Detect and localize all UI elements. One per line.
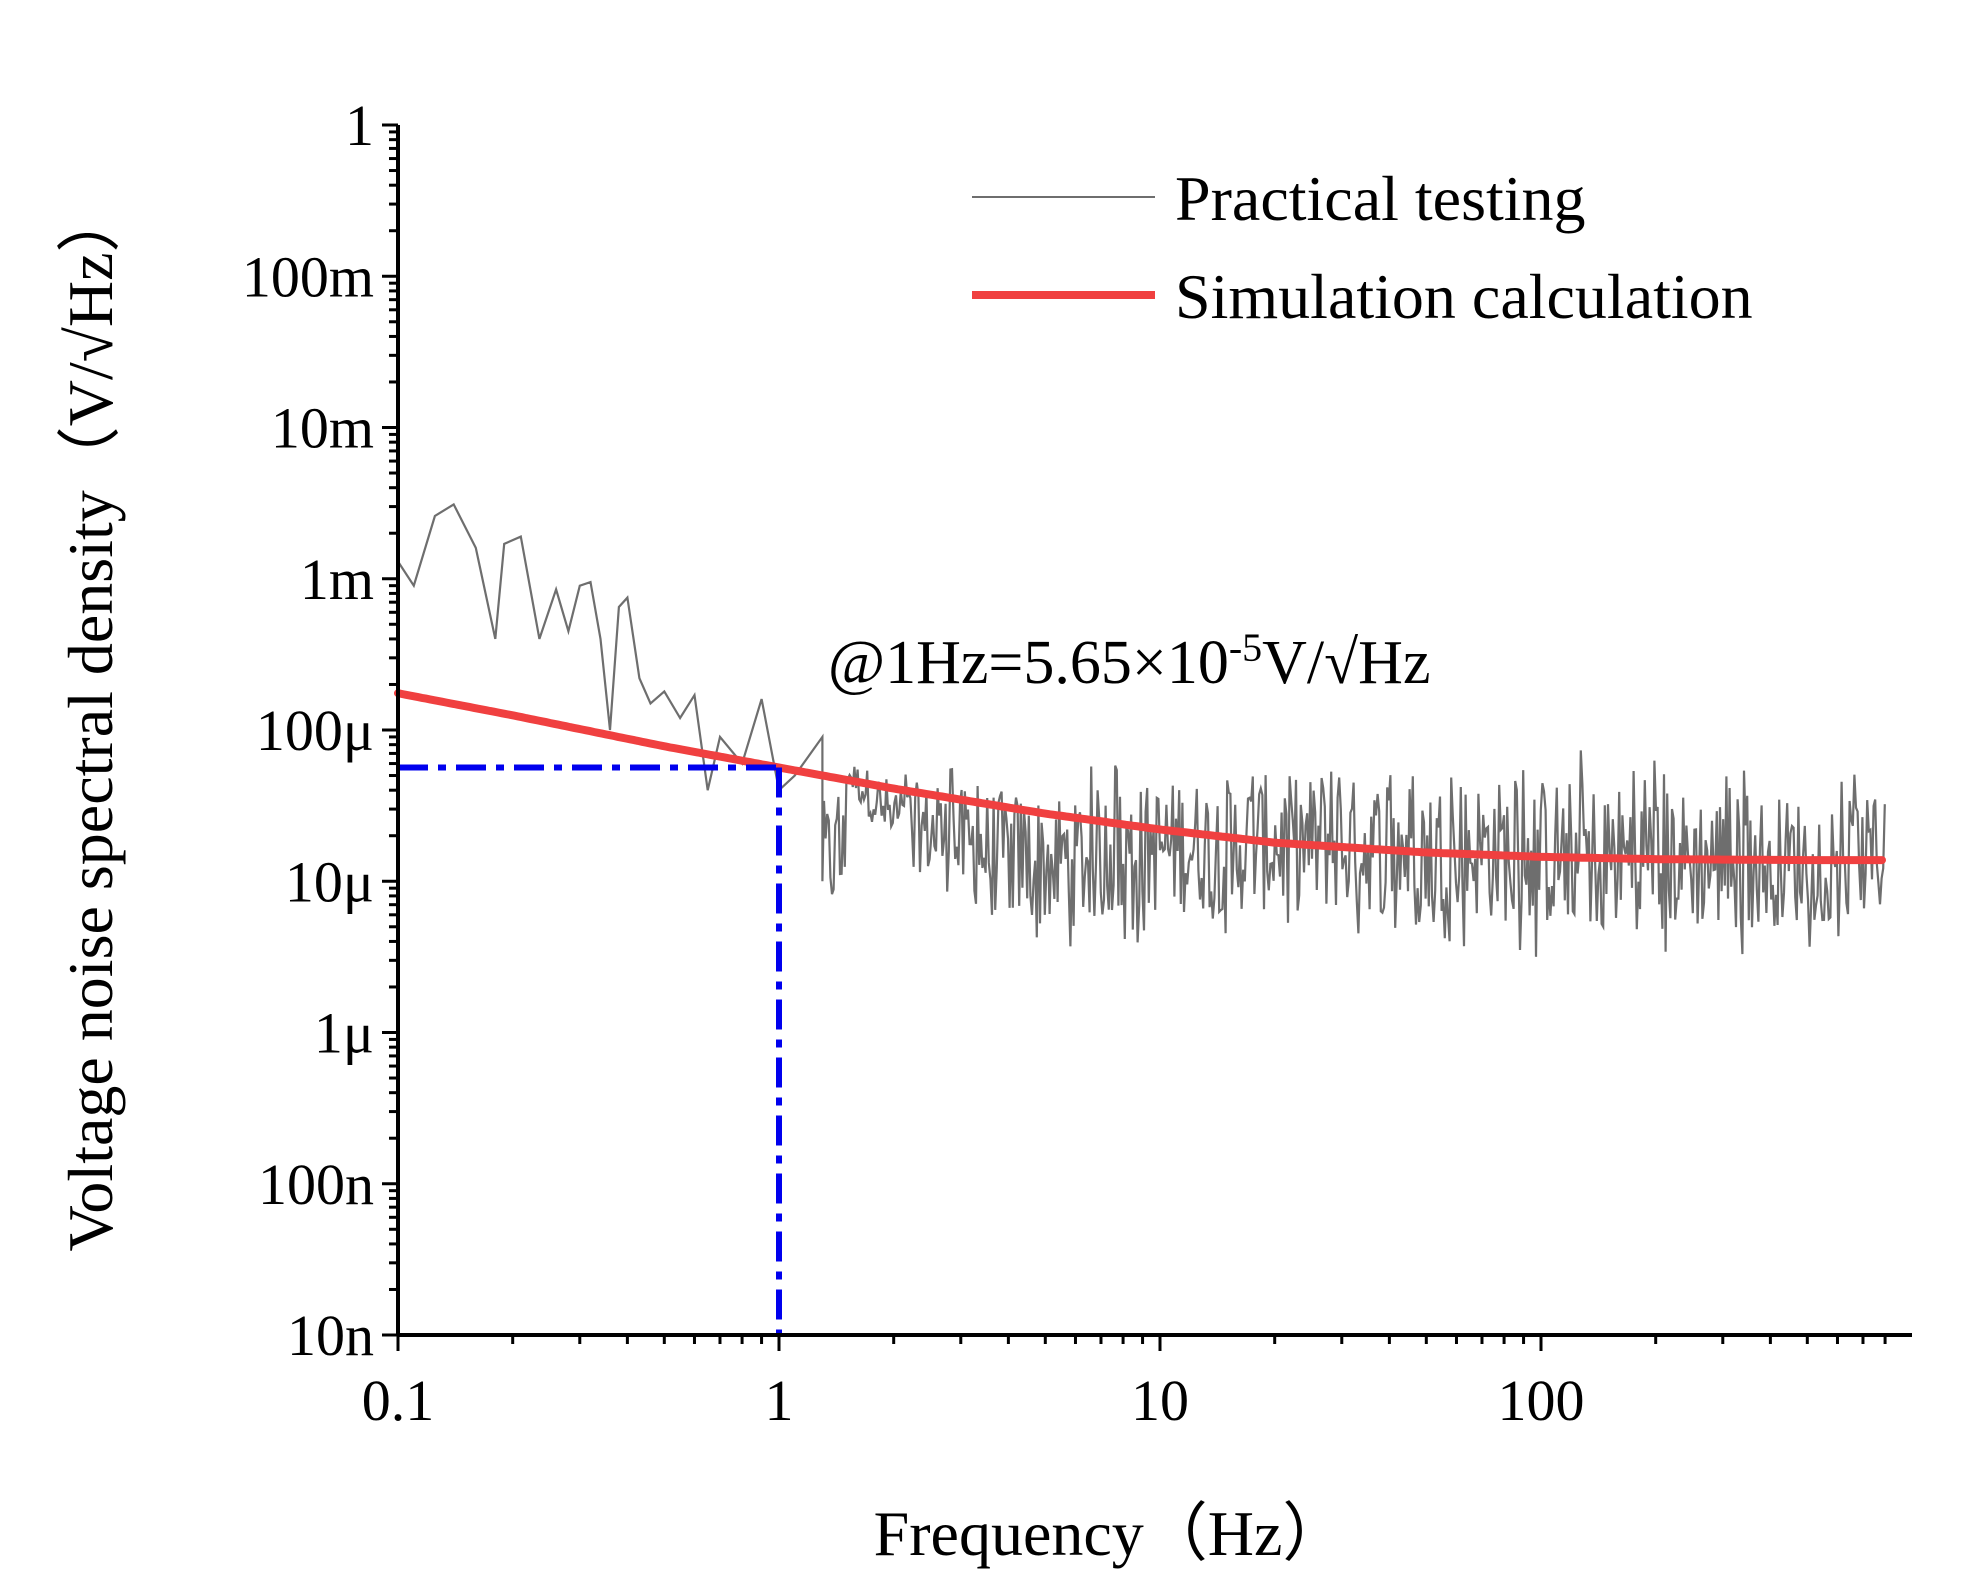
annotation-unit: V/√Hz [1262, 629, 1430, 697]
x-tick-label: 1 [765, 1368, 794, 1433]
reference-lines [398, 764, 782, 1335]
y-tick-label: 10μ [285, 849, 374, 914]
annotation-1hz-value: @1Hz=5.65×10-5V/√Hz [828, 625, 1430, 697]
y-tick-label: 1μ [314, 1001, 374, 1066]
y-tick-label: 1 [345, 93, 374, 158]
y-tick-label: 100m [242, 244, 374, 309]
y-tick-label: 10n [287, 1303, 374, 1368]
legend: Practical testing Simulation calculation [972, 163, 1753, 332]
x-tick-label: 10 [1131, 1368, 1189, 1433]
x-tick-label: 0.1 [362, 1368, 435, 1433]
annotation-exponent: -5 [1229, 625, 1262, 670]
x-axis-title: Frequency（Hz） [874, 1498, 1347, 1569]
y-axis-title: Voltage noise spectral density（V/√Hz） [55, 188, 126, 1251]
y-tick-label: 10m [271, 396, 374, 461]
y-tick-label: 1m [300, 547, 374, 612]
series-practical-testing [397, 502, 1886, 957]
x-tick-label: 100 [1498, 1368, 1585, 1433]
legend-label-simulation-calculation: Simulation calculation [1175, 261, 1753, 332]
tick-marks [382, 123, 1887, 1351]
y-tick-label: 100μ [256, 698, 374, 763]
plot-area [394, 502, 1886, 957]
annotation-main: @1Hz=5.65×10 [828, 629, 1229, 697]
y-tick-label: 100n [258, 1152, 374, 1217]
legend-label-practical-testing: Practical testing [1175, 163, 1586, 234]
series-simulation-calculation [394, 689, 1886, 865]
